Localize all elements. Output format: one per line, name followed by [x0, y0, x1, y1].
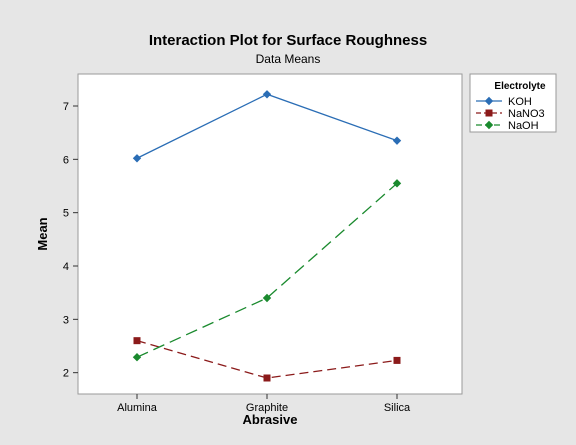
- legend-label: NaNO3: [508, 108, 545, 120]
- y-axis-label: Mean: [35, 217, 50, 250]
- legend-box: [469, 73, 557, 133]
- legend-label: KOH: [508, 96, 532, 108]
- x-axis-label: Abrasive: [243, 412, 298, 427]
- legend-entry: NaOH: [476, 120, 539, 132]
- x-tick-label: Graphite: [246, 402, 288, 414]
- data-point: [392, 179, 402, 188]
- x-axis: Alumina Graphite Silica: [117, 394, 411, 414]
- y-tick-label: 6: [63, 154, 69, 166]
- data-point: [132, 353, 142, 362]
- y-axis: 2 3 4 5 6 7: [63, 101, 78, 380]
- data-point: [392, 136, 402, 145]
- series-naoh: [132, 179, 402, 362]
- series-layer: [132, 90, 402, 382]
- series-koh: [132, 90, 402, 163]
- legend-marker: [484, 96, 494, 106]
- data-point: [133, 337, 141, 345]
- series-nano3: [133, 337, 401, 382]
- chart-title: Interaction Plot for Surface Roughness: [149, 32, 427, 49]
- x-tick-label: Alumina: [117, 402, 158, 414]
- data-point: [262, 90, 272, 99]
- y-tick-label: 3: [63, 314, 69, 326]
- series-line: [136, 182, 398, 358]
- legend-label: NaOH: [508, 120, 539, 132]
- data-point: [262, 293, 272, 303]
- legend-entry: KOH: [476, 96, 532, 108]
- data-point: [132, 154, 142, 163]
- y-tick-label: 2: [63, 368, 69, 380]
- y-tick-label: 5: [63, 208, 69, 220]
- data-point: [393, 356, 401, 364]
- plot-area: [77, 73, 463, 395]
- legend-marker: [485, 109, 493, 117]
- y-tick-label: 4: [63, 261, 69, 273]
- legend-entry: NaNO3: [476, 108, 545, 120]
- chart-subtitle: Data Means: [256, 52, 321, 66]
- legend-marker: [484, 120, 494, 130]
- data-point: [263, 374, 271, 382]
- x-tick-label: Silica: [384, 402, 411, 414]
- series-line: [136, 340, 398, 379]
- y-tick-label: 7: [63, 101, 69, 113]
- legend-title: Electrolyte: [494, 81, 546, 92]
